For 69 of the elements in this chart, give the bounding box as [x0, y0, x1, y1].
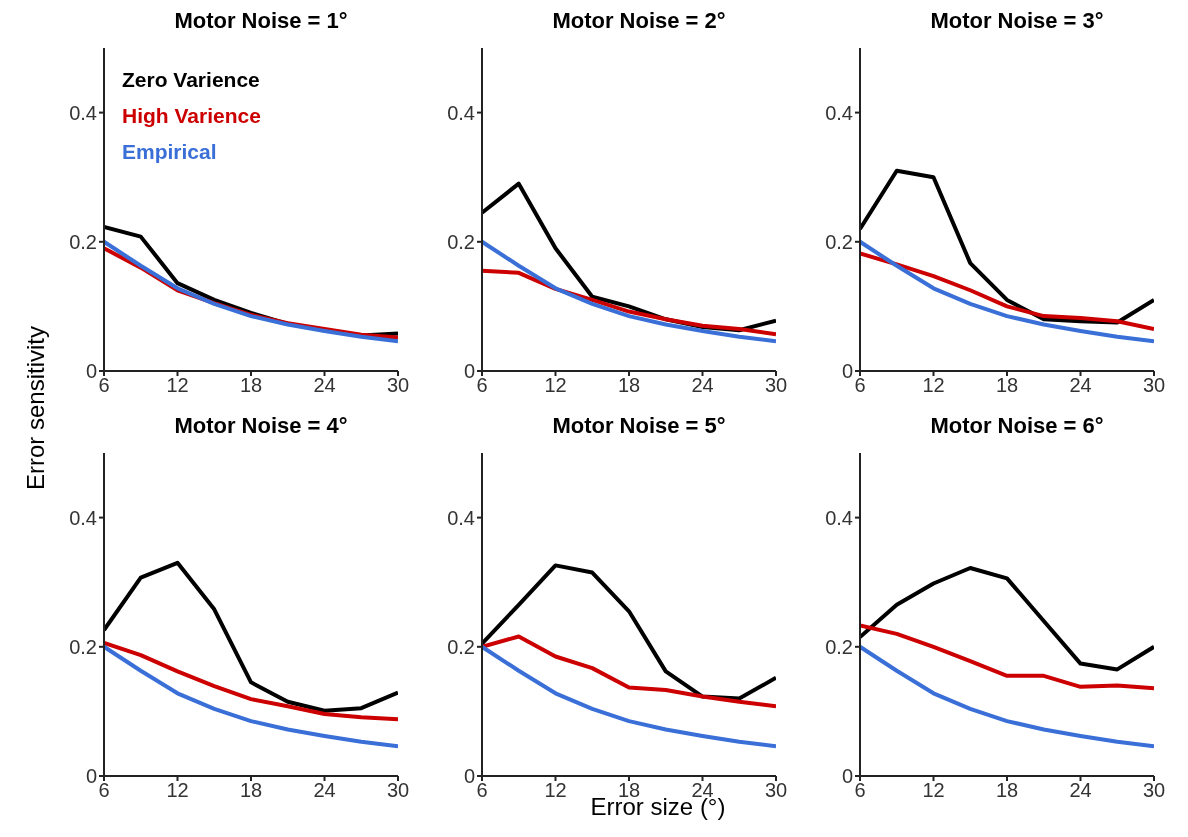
x-tick-label: 12: [544, 374, 567, 397]
line-series: [104, 644, 398, 749]
x-tick-label: 30: [1142, 374, 1166, 397]
x-tick-label: 6: [854, 779, 866, 802]
line-series: [104, 560, 398, 713]
chart-title: Motor Noise = 3°: [929, 8, 1105, 34]
text: Zero Varience: [122, 68, 261, 92]
x-tick-label: 24: [313, 374, 336, 397]
x-tick-label: 18: [995, 779, 1019, 802]
y-tick-label: 0.2: [447, 230, 475, 253]
y-tick-label: 0: [841, 765, 853, 788]
x-tick-label: 12: [166, 779, 189, 802]
x-tick-label: 24: [691, 374, 714, 397]
x-tick-label: 6: [98, 374, 110, 397]
x-tick-label: 30: [386, 779, 410, 802]
y-tick-label: 0: [85, 765, 97, 788]
y-tick-label: 0.4: [825, 101, 853, 124]
line-series: [860, 251, 1154, 332]
text: High Varience: [122, 104, 261, 128]
line-series: [860, 168, 1154, 325]
x-tick-label: 6: [476, 779, 488, 802]
chart-title: Motor Noise = 4°: [173, 413, 349, 439]
y-tick-label: 0.2: [69, 635, 97, 658]
y-tick-label: 0.2: [825, 635, 853, 658]
y-tick-label: 0.2: [447, 635, 475, 658]
x-tick-label: 30: [386, 374, 410, 397]
x-tick-label: 12: [166, 374, 189, 397]
line-series: [482, 239, 776, 344]
x-tick-label: 24: [1069, 374, 1092, 397]
line-series: [482, 644, 776, 749]
chart-title: Motor Noise = 6°: [929, 413, 1105, 439]
x-tick-label: 6: [476, 374, 488, 397]
x-tick-label: 24: [313, 779, 336, 802]
chart-title: Motor Noise = 5°: [551, 413, 727, 439]
x-tick-label: 24: [1069, 779, 1092, 802]
y-tick-label: 0.4: [447, 101, 475, 124]
y-tick-label: 0.4: [69, 506, 97, 529]
line-series: [860, 623, 1154, 691]
x-tick-label: 18: [239, 374, 263, 397]
y-tick-label: 0.4: [825, 506, 853, 529]
y-tick-label: 0: [841, 360, 853, 383]
x-tick-label: 18: [617, 374, 641, 397]
x-tick-label: 30: [1142, 779, 1166, 802]
text: Empirical: [122, 140, 218, 164]
x-tick-label: 30: [764, 374, 788, 397]
y-tick-label: 0.2: [825, 230, 853, 253]
x-tick-label: 6: [98, 779, 110, 802]
x-tick-label: 18: [995, 374, 1019, 397]
line-series: [860, 644, 1154, 749]
y-tick-label: 0.4: [69, 101, 97, 124]
chart-title: Motor Noise = 2°: [551, 8, 727, 34]
line-series: [104, 640, 398, 722]
x-tick-label: 30: [764, 779, 788, 802]
chart-title: Motor Noise = 1°: [173, 8, 349, 34]
y-tick-label: 0: [463, 360, 475, 383]
x-tick-label: 18: [239, 779, 263, 802]
x-tick-label: 12: [922, 779, 945, 802]
y-tick-label: 0: [463, 765, 475, 788]
y-tick-label: 0.4: [447, 506, 475, 529]
y-tick-label: 0: [85, 360, 97, 383]
line-series: [482, 563, 776, 701]
y-axis-title: Error sensitivity: [22, 325, 50, 491]
line-series: [482, 634, 776, 709]
y-tick-label: 0.2: [69, 230, 97, 253]
line-series: [860, 565, 1154, 672]
x-tick-label: 12: [544, 779, 567, 802]
x-tick-label: 12: [922, 374, 945, 397]
x-tick-label: 6: [854, 374, 866, 397]
line-series: [860, 239, 1154, 344]
